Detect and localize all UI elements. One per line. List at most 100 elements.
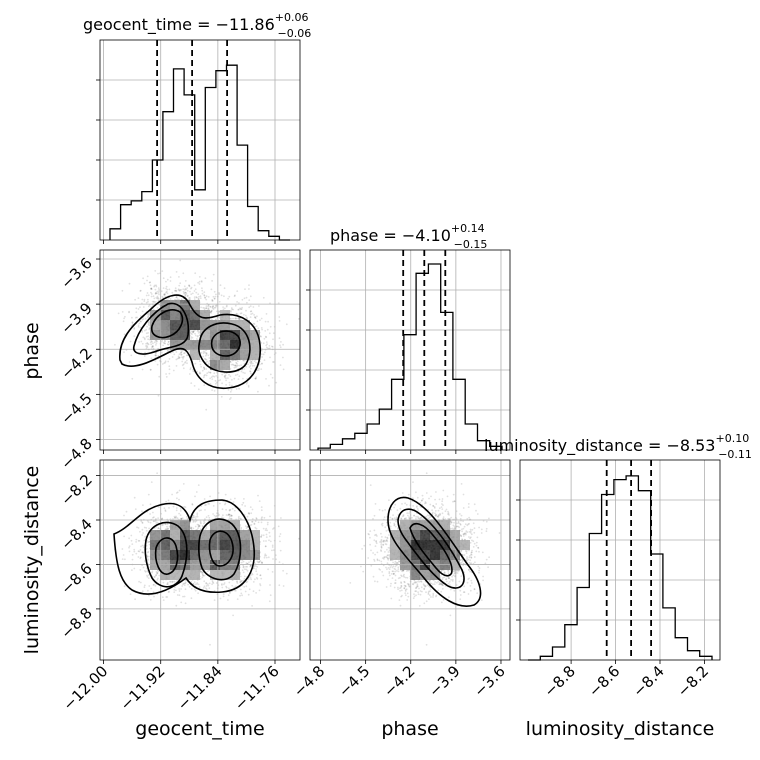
sample-point [165, 596, 168, 598]
sample-point [186, 287, 189, 289]
sample-point [222, 306, 225, 308]
sample-point [210, 310, 213, 313]
sample-point [198, 296, 200, 298]
sample-point [199, 570, 202, 573]
sample-point [173, 591, 176, 593]
sample-point [145, 335, 148, 338]
sample-point [158, 375, 161, 378]
sample-point [240, 364, 243, 366]
sample-point [263, 337, 266, 340]
sample-point [172, 351, 174, 353]
sample-point [209, 310, 212, 313]
sample-point [168, 507, 170, 509]
sample-point [260, 317, 263, 320]
sample-point [169, 276, 172, 279]
sample-point [209, 371, 212, 374]
sample-point [246, 317, 249, 320]
sample-point [232, 364, 235, 366]
sample-point [188, 349, 190, 352]
sample-point [176, 296, 178, 299]
sample-point [184, 291, 187, 294]
sample-point [244, 525, 247, 527]
sample-point [147, 314, 150, 317]
sample-point [181, 364, 184, 367]
sample-point [213, 390, 216, 392]
sample-point [197, 298, 200, 301]
sample-point [152, 511, 154, 514]
sample-point [181, 360, 184, 363]
sample-point [198, 372, 201, 375]
sample-point [197, 592, 200, 595]
sample-point [215, 381, 218, 384]
sample-point [147, 312, 150, 315]
sample-point [254, 578, 256, 581]
sample-point [198, 360, 201, 363]
sample-point [197, 527, 199, 530]
sample-point [221, 508, 224, 511]
sample-point [266, 529, 268, 532]
sample-point [164, 342, 167, 345]
sample-point [239, 588, 242, 591]
sample-point [162, 523, 164, 526]
sample-point [183, 289, 186, 291]
sample-point [155, 292, 157, 295]
sample-point [210, 312, 213, 314]
sample-point [256, 566, 259, 568]
sample-point [139, 549, 142, 551]
sample-point [256, 315, 258, 318]
sample-point [201, 287, 203, 290]
sample-point [250, 512, 253, 515]
sample-point [162, 599, 165, 601]
sample-point [168, 358, 171, 360]
sample-point [204, 374, 206, 376]
sample-point [237, 308, 240, 311]
sample-point [156, 295, 159, 298]
sample-point [149, 503, 152, 506]
sample-point [125, 510, 128, 513]
sample-point [200, 306, 203, 309]
sample-point [204, 358, 207, 361]
sample-point [151, 300, 154, 303]
sample-point [237, 378, 240, 380]
sample-point [229, 513, 231, 516]
sample-point [232, 614, 235, 617]
sample-point [178, 590, 181, 592]
sample-point [174, 289, 177, 292]
sample-point [129, 593, 132, 596]
sample-point [168, 368, 171, 371]
sample-point [262, 353, 265, 356]
sample-point [154, 585, 157, 587]
sample-point [257, 521, 260, 524]
sample-point [135, 552, 138, 555]
sample-point [264, 351, 266, 354]
sample-point [134, 508, 137, 510]
sample-point [261, 516, 263, 518]
sample-point [164, 293, 167, 296]
sample-point [150, 346, 153, 348]
sample-point [152, 308, 155, 311]
sample-point [149, 513, 152, 515]
sample-point [186, 517, 189, 520]
sample-point [247, 386, 250, 388]
sample-point [134, 598, 137, 601]
sample-point [153, 520, 156, 523]
sample-point [153, 583, 155, 586]
sample-point [203, 368, 206, 371]
sample-point [164, 340, 166, 343]
sample-point [227, 377, 229, 379]
sample-point [241, 594, 244, 597]
sample-point [260, 335, 262, 338]
sample-point [200, 522, 202, 525]
sample-point [203, 307, 206, 310]
sample-point [184, 287, 187, 290]
sample-point [239, 581, 242, 584]
sample-point [198, 283, 201, 285]
sample-point [138, 341, 141, 343]
sample-point [260, 535, 263, 538]
sample-point [150, 295, 153, 298]
sample-point [168, 365, 171, 368]
sample-point [257, 327, 260, 330]
sample-point [169, 280, 172, 282]
sample-point [236, 598, 239, 600]
sample-point [228, 592, 231, 594]
